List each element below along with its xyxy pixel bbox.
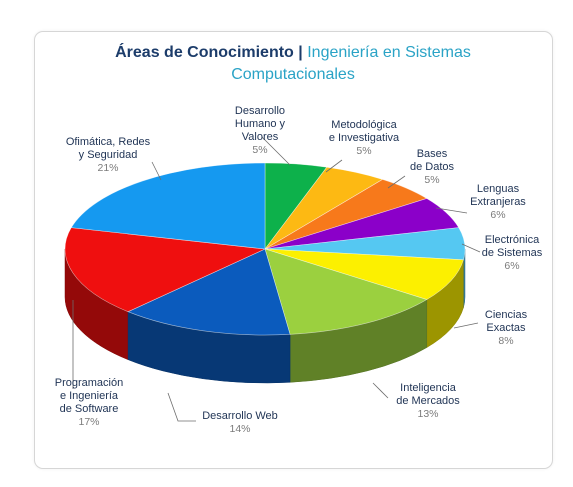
slice-label-text-9-0: Ofimática, Redes <box>66 136 151 148</box>
slice-label-text-3-1: Extranjeras <box>470 196 526 208</box>
slice-label-text-6-0: Inteligencia <box>400 382 457 394</box>
pie-slice-5 <box>264 248 464 300</box>
leader-line-3 <box>435 207 468 214</box>
slice-label-text-0-1: Humano y <box>235 118 286 130</box>
slice-pct-label-6: 13% <box>417 408 438 420</box>
chart-title: Áreas de Conocimiento | Ingeniería en Si… <box>36 42 550 83</box>
leader-line-1 <box>325 159 343 173</box>
leader-line-5 <box>453 322 479 329</box>
slice-label-text-8-1: e Ingeniería <box>60 390 119 402</box>
slice-label-text-9-1: y Seguridad <box>79 149 138 161</box>
leader-line-4 <box>461 243 481 253</box>
pie-top <box>64 162 466 336</box>
slice-label-text-4-1: de Sistemas <box>482 247 543 259</box>
slice-pct-label-5: 8% <box>498 335 513 347</box>
slice-pct-label-8: 17% <box>78 416 99 428</box>
pie-slice-9 <box>70 162 266 250</box>
slice-pct-label-9: 21% <box>97 162 118 174</box>
pie-side-walls <box>64 248 466 384</box>
slice-pct-label-3: 6% <box>490 209 505 221</box>
slice-pct-label-1: 5% <box>356 145 371 157</box>
slice-label-text-0-0: Desarrollo <box>235 105 285 117</box>
leader-line-6 <box>372 382 389 399</box>
slice-label-text-5-0: Ciencias <box>485 309 528 321</box>
pie-slice-8 <box>64 227 267 313</box>
slice-pct-label-0: 5% <box>252 144 267 156</box>
leader-line-7 <box>167 392 196 422</box>
leader-line-2 <box>387 175 406 189</box>
slice-label-text-1-0: Metodológica <box>331 119 397 131</box>
title-sub-line2: Computacionales <box>231 66 355 83</box>
title-separator: | <box>298 44 303 61</box>
slice-label-text-4-0: Electrónica <box>485 234 540 246</box>
slice-pct-label-7: 14% <box>229 423 250 435</box>
pie-slice-7 <box>127 248 291 336</box>
slice-label-text-8-2: de Software <box>60 403 119 415</box>
slice-pct-label-2: 5% <box>424 174 439 186</box>
slice-label-text-1-1: e Investigativa <box>329 132 400 144</box>
slice-label-text-2-0: Bases <box>417 148 448 160</box>
pie-slice-6 <box>264 248 428 335</box>
title-sub-line1: Ingeniería en Sistemas <box>307 44 471 61</box>
slice-label-text-2-1: de Datos <box>410 161 455 173</box>
leader-line-0 <box>261 136 291 166</box>
slice-label-text-3-0: Lenguas <box>477 183 520 195</box>
slice-label-text-5-1: Exactas <box>486 322 526 334</box>
title-main: Áreas de Conocimiento <box>115 44 294 61</box>
slice-label-text-7-0: Desarrollo Web <box>202 410 278 422</box>
slice-label-text-6-1: de Mercados <box>396 395 460 407</box>
slice-pct-label-4: 6% <box>504 260 519 272</box>
slice-label-text-8-0: Programación <box>55 377 123 389</box>
slice-label-text-0-2: Valores <box>242 131 279 143</box>
leader-line-9 <box>151 161 162 181</box>
